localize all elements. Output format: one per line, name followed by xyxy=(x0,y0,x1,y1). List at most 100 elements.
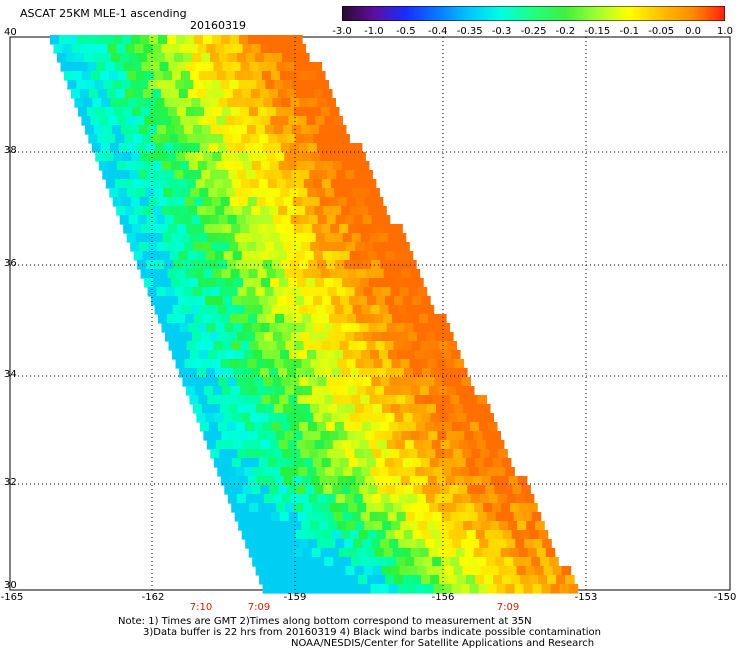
swath-cell xyxy=(420,503,430,513)
swath-cell xyxy=(367,296,377,306)
swath-cell xyxy=(254,98,264,108)
swath-cell xyxy=(436,359,447,369)
swath-cell xyxy=(339,224,349,234)
swath-cell xyxy=(242,485,252,495)
swath-cell xyxy=(433,467,443,477)
swath-cell xyxy=(260,485,270,495)
swath-cell xyxy=(240,224,250,234)
swath-cell xyxy=(300,449,310,459)
swath-cell xyxy=(540,557,550,567)
swath-cell xyxy=(344,494,355,504)
swath-cell xyxy=(385,251,396,261)
swath-cell xyxy=(249,503,259,513)
swath-cell xyxy=(318,170,328,180)
swath-cell xyxy=(143,206,153,216)
swath-cell xyxy=(338,431,348,441)
swath-cell xyxy=(467,440,478,450)
swath-cell xyxy=(347,548,358,558)
swath-cell xyxy=(365,314,375,324)
swath-cell xyxy=(183,125,194,135)
swath-cell xyxy=(435,566,446,576)
swath-cell xyxy=(355,476,366,486)
swath-cell xyxy=(104,152,114,162)
swath-cell xyxy=(153,278,163,288)
color-scale-bar xyxy=(342,6,725,21)
swath-cell xyxy=(261,512,272,522)
swath-cell xyxy=(255,125,266,135)
swath-cell xyxy=(285,503,295,513)
swath-cell xyxy=(322,134,332,144)
swath-cell xyxy=(258,179,269,189)
swath-cell xyxy=(324,557,334,567)
swath-cell xyxy=(293,107,304,117)
swath-cell xyxy=(428,548,439,558)
swath-cell xyxy=(422,440,433,450)
swath-cell xyxy=(325,188,335,198)
swath-cell xyxy=(332,368,342,378)
swath-cell xyxy=(173,260,183,270)
swath-cell xyxy=(421,575,431,585)
swath-cell xyxy=(264,449,274,459)
swath-cell xyxy=(463,476,474,486)
swath-cell xyxy=(280,305,291,315)
swath-cell xyxy=(448,530,459,540)
swath-cell xyxy=(188,323,199,333)
swath-cell xyxy=(300,404,311,414)
swath-cell xyxy=(107,44,118,54)
swath-cell xyxy=(161,323,172,333)
swath-cell xyxy=(291,449,301,459)
swath-cell xyxy=(200,377,210,387)
swath-cell xyxy=(158,152,168,162)
swath-cell xyxy=(279,71,290,81)
swath-cell xyxy=(444,404,455,414)
swath-cell xyxy=(496,467,506,477)
swath-cell xyxy=(248,386,259,396)
swath-cell xyxy=(284,386,295,396)
swath-cell xyxy=(220,197,231,207)
swath-cell xyxy=(374,314,384,324)
swath-cell xyxy=(219,332,229,342)
swath-cell xyxy=(231,224,241,234)
swath-cell xyxy=(280,584,291,594)
swath-cell xyxy=(295,575,305,585)
swath-cell xyxy=(337,197,348,207)
swath-cell xyxy=(428,386,439,396)
swath-cell xyxy=(86,35,96,45)
swath-cell xyxy=(122,152,132,162)
swath-cell xyxy=(399,449,409,459)
swath-cell xyxy=(451,467,461,477)
swath-cell xyxy=(281,377,291,387)
swath-cell xyxy=(407,494,418,504)
swath-cell xyxy=(416,494,427,504)
swath-cell xyxy=(357,503,367,513)
swath-cell xyxy=(331,296,341,306)
swath-cell xyxy=(410,386,421,396)
swath-cell xyxy=(495,512,506,522)
swath-cell xyxy=(316,467,326,477)
swath-cell xyxy=(232,296,242,306)
swath-cell xyxy=(209,260,219,270)
swath-cell xyxy=(289,188,299,198)
swath-cell xyxy=(199,350,209,360)
swath-cell xyxy=(139,197,150,207)
swath-cell xyxy=(217,422,228,432)
swath-cell xyxy=(499,521,509,531)
swath-cell xyxy=(72,71,83,81)
swath-cell xyxy=(157,197,168,207)
swath-cell xyxy=(509,548,520,558)
swath-cell xyxy=(444,332,454,342)
swath-cell xyxy=(314,440,325,450)
swath-cell xyxy=(424,584,435,594)
swath-cell xyxy=(286,413,296,423)
swath-cell xyxy=(527,548,538,558)
swath-cell xyxy=(369,557,379,567)
swath-cell xyxy=(345,287,356,297)
swath-cell xyxy=(119,98,129,108)
swath-cell xyxy=(449,440,460,450)
swath-cell xyxy=(243,278,253,288)
swath-cell xyxy=(317,260,327,270)
swath-cell xyxy=(159,224,169,234)
swath-cell xyxy=(307,422,318,432)
swath-cell xyxy=(299,539,309,549)
swath-cell xyxy=(457,575,467,585)
